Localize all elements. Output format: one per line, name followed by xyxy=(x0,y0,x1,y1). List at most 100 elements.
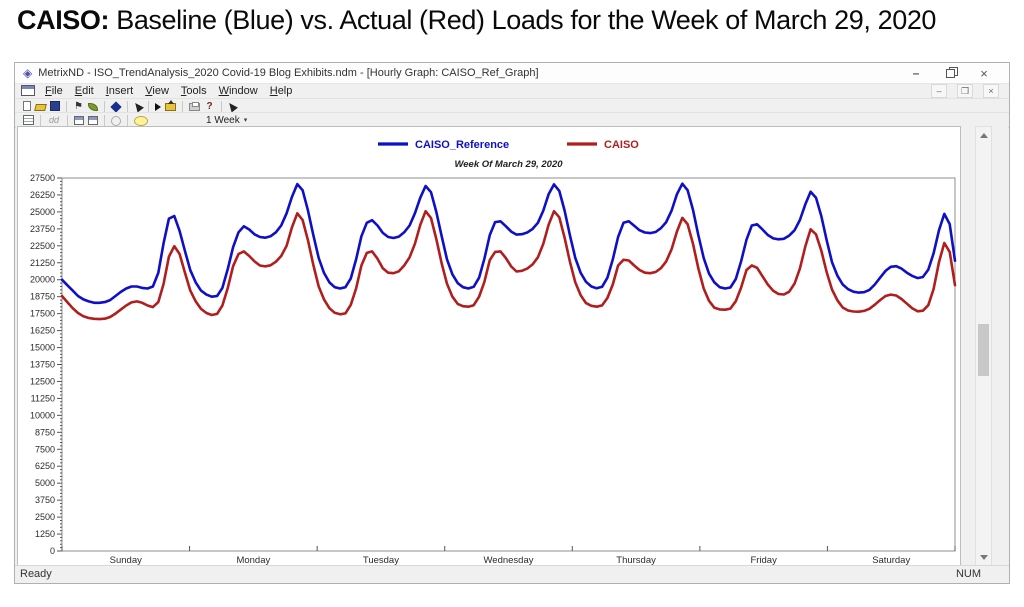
page-title: CAISO: Baseline (Blue) vs. Actual (Red) … xyxy=(17,5,936,36)
svg-text:25000: 25000 xyxy=(30,207,55,217)
select-tool-icon[interactable] xyxy=(226,100,238,113)
export-icon[interactable] xyxy=(165,100,176,111)
flag-icon[interactable]: ⚑ xyxy=(74,100,83,112)
menu-item-edit[interactable]: Edit xyxy=(74,84,94,97)
svg-text:21250: 21250 xyxy=(30,258,55,268)
svg-text:Tuesday: Tuesday xyxy=(363,555,399,566)
svg-text:18750: 18750 xyxy=(30,292,55,302)
page-title-rest: Baseline (Blue) vs. Actual (Red) Loads f… xyxy=(109,5,937,35)
svg-text:5000: 5000 xyxy=(35,478,55,488)
svg-text:1250: 1250 xyxy=(35,529,55,539)
save-icon[interactable] xyxy=(50,101,60,111)
menu-item-tools[interactable]: Tools xyxy=(180,84,207,97)
toolbar-main: ⚑? xyxy=(15,98,1009,113)
mdi-minimize-button[interactable]: – xyxy=(931,84,947,98)
window-title: MetrixND - ISO_TrendAnalysis_2020 Covid-… xyxy=(38,67,539,79)
minimize-button[interactable]: – xyxy=(912,66,920,80)
svg-text:0: 0 xyxy=(50,546,55,556)
grid-view-icon[interactable] xyxy=(23,115,34,125)
svg-text:7500: 7500 xyxy=(35,444,55,454)
menu-item-window[interactable]: Window xyxy=(218,84,258,97)
pointer-tool-icon[interactable] xyxy=(132,100,144,113)
app-logo-icon: ◈ xyxy=(23,66,33,80)
menu-item-file[interactable]: File xyxy=(45,84,63,97)
dropdown-arrow-icon: ▾ xyxy=(243,117,248,124)
toolbar-separator xyxy=(127,114,128,126)
comment-icon[interactable] xyxy=(134,116,148,126)
svg-text:15000: 15000 xyxy=(30,343,55,353)
mdi-close-button[interactable]: × xyxy=(983,84,999,98)
menu-item-insert[interactable]: Insert xyxy=(105,84,134,97)
mdi-restore-button[interactable]: ❐ xyxy=(957,84,973,98)
title-bar: ◈ MetrixND - ISO_TrendAnalysis_2020 Covi… xyxy=(15,63,1009,84)
svg-text:17500: 17500 xyxy=(30,309,55,319)
week-range-label: 1 Week xyxy=(206,114,240,126)
menu-items: File Edit Insert View Tools Window Help xyxy=(39,85,298,97)
data-dd-icon[interactable]: dd xyxy=(48,114,59,125)
svg-text:22500: 22500 xyxy=(30,241,55,251)
status-message: Ready xyxy=(20,568,52,580)
svg-text:26250: 26250 xyxy=(30,190,55,200)
menu-item-help[interactable]: Help xyxy=(269,84,293,97)
svg-text:12500: 12500 xyxy=(30,376,55,386)
svg-text:16250: 16250 xyxy=(30,326,55,336)
document-window-icon[interactable] xyxy=(21,85,35,96)
window-view2-icon[interactable] xyxy=(88,115,98,125)
vertical-scrollbar[interactable] xyxy=(975,126,992,567)
toolbar-separator xyxy=(127,100,128,112)
week-range-dropdown[interactable]: 1 Week ▾ xyxy=(206,115,247,126)
toolbar-separator xyxy=(148,100,149,112)
svg-text:8750: 8750 xyxy=(35,427,55,437)
svg-text:10000: 10000 xyxy=(30,410,55,420)
toolbar-separator xyxy=(104,100,105,112)
toolbar-separator xyxy=(182,100,183,112)
series-CAISO xyxy=(60,209,957,321)
hourly-graph-canvas: CAISO_Reference CAISO Week Of March 29, 20… xyxy=(17,126,961,567)
data-object-icon[interactable] xyxy=(110,101,122,113)
legend-CAISO: CAISO xyxy=(604,139,639,151)
legend-CAISO_Reference: CAISO_Reference xyxy=(415,139,509,151)
scroll-up-icon[interactable] xyxy=(976,128,991,143)
app-window: ◈ MetrixND - ISO_TrendAnalysis_2020 Covi… xyxy=(14,62,1010,584)
scroll-down-icon[interactable] xyxy=(976,550,991,565)
svg-text:20000: 20000 xyxy=(30,275,55,285)
menu-item-view[interactable]: View xyxy=(145,84,169,97)
svg-text:2500: 2500 xyxy=(35,512,55,522)
toolbar-separator xyxy=(66,100,67,112)
toolbar-separator xyxy=(104,114,105,126)
toolbar-separator xyxy=(40,114,41,126)
scrollbar-thumb[interactable] xyxy=(978,324,989,376)
svg-text:Monday: Monday xyxy=(236,555,270,566)
svg-text:27500: 27500 xyxy=(30,173,55,183)
svg-text:Wednesday: Wednesday xyxy=(484,555,534,566)
svg-text:Saturday: Saturday xyxy=(872,555,910,566)
new-document-icon[interactable] xyxy=(23,101,31,111)
svg-text:3750: 3750 xyxy=(35,495,55,505)
series-CAISO_Reference xyxy=(60,182,957,305)
run-forecast-icon[interactable] xyxy=(155,103,161,111)
close-button[interactable]: × xyxy=(980,65,988,81)
window-view-icon[interactable] xyxy=(74,115,84,125)
status-bar: Ready NUM xyxy=(15,565,1009,583)
svg-text:Friday: Friday xyxy=(750,555,777,566)
svg-text:6250: 6250 xyxy=(35,461,55,471)
run-icon[interactable] xyxy=(88,103,98,111)
toolbar-separator xyxy=(67,114,68,126)
print-icon[interactable] xyxy=(189,102,200,111)
svg-text:Sunday: Sunday xyxy=(110,555,142,566)
mdi-window-controls: – ❐ × xyxy=(931,84,999,98)
svg-text:13750: 13750 xyxy=(30,360,55,370)
toolbar-separator xyxy=(221,100,222,112)
restore-button[interactable] xyxy=(933,67,967,79)
load-chart: CAISO_Reference CAISO Week Of March 29, 20… xyxy=(30,139,957,566)
svg-text:Thursday: Thursday xyxy=(616,555,656,566)
open-file-icon[interactable] xyxy=(34,104,47,111)
svg-text:11250: 11250 xyxy=(31,393,55,403)
num-lock-indicator: NUM xyxy=(955,568,981,580)
page-title-bold: CAISO: xyxy=(17,5,110,35)
svg-text:23750: 23750 xyxy=(30,224,55,234)
window-controls: – × xyxy=(899,63,1001,83)
chart-subtitle: Week Of March 29, 2020 xyxy=(454,159,563,170)
help-icon[interactable]: ? xyxy=(206,100,213,112)
refresh-icon[interactable] xyxy=(111,116,121,126)
